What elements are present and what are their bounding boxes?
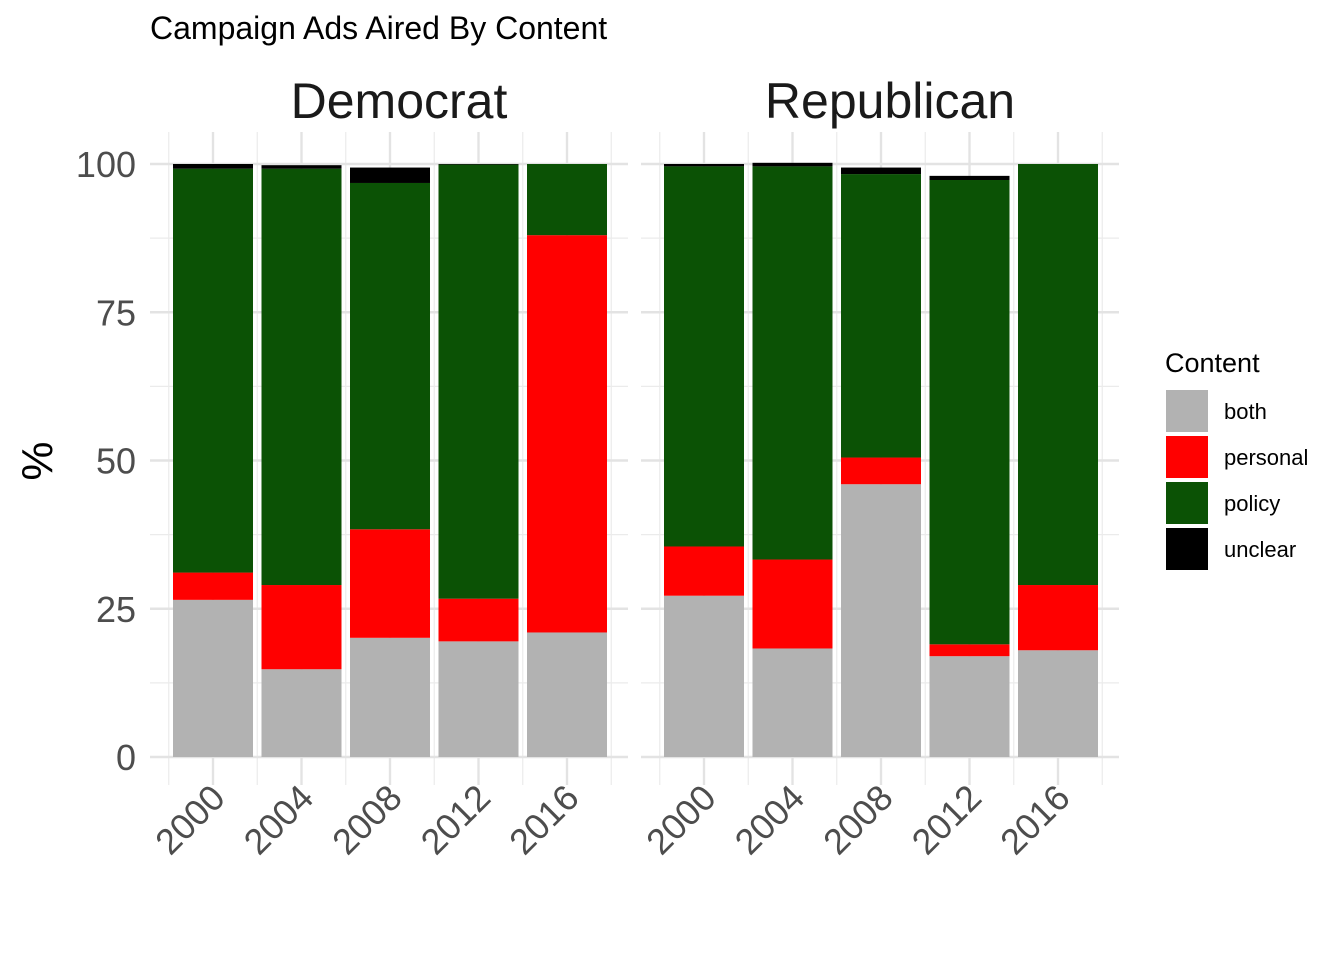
bar-segment-policy-2008 — [841, 174, 921, 458]
bar-segment-unclear-2000 — [664, 164, 744, 167]
bar-segment-personal-2004 — [261, 585, 342, 670]
bar-segment-personal-2012 — [929, 644, 1010, 657]
x-tick-label: 2016 — [992, 777, 1078, 863]
x-tick-label: 2016 — [501, 777, 587, 863]
bar-segment-policy-2012 — [929, 180, 1010, 645]
legend-swatch-unclear — [1166, 528, 1208, 570]
y-tick-label: 50 — [96, 441, 136, 482]
bar-segment-both-2016 — [1018, 650, 1098, 757]
facet-panel-republican: Republican 2000 2004 2008 2012 2016 — [638, 73, 1119, 862]
bar-segment-unclear-2000 — [173, 164, 253, 169]
facet-panel-democrat: Democrat 2000 2004 2008 2012 2016 0 25 50 75 100 — [76, 73, 628, 862]
legend-label-both: both — [1224, 399, 1267, 424]
bar-segment-both-2016 — [527, 632, 607, 757]
bar-segment-unclear-2012 — [438, 164, 519, 165]
bar-segment-both-2012 — [438, 641, 519, 757]
legend-title: Content — [1165, 348, 1260, 378]
bar-segment-personal-2012 — [438, 598, 519, 642]
bar-segment-both-2000 — [173, 599, 253, 757]
bar-segment-policy-2008 — [350, 182, 430, 530]
bar-segment-unclear-2008 — [350, 167, 430, 183]
bar-segment-personal-2004 — [752, 559, 833, 649]
x-tick-label: 2008 — [815, 777, 901, 863]
x-tick-label: 2004 — [727, 777, 813, 863]
bar-segment-both-2004 — [261, 669, 342, 757]
legend-swatch-policy — [1166, 482, 1208, 524]
bar-segment-unclear-2004 — [261, 165, 342, 169]
bar-segment-unclear-2008 — [841, 167, 921, 175]
x-tick-label: 2000 — [638, 777, 724, 863]
bar-segment-policy-2000 — [173, 168, 253, 573]
bar-segment-policy-2016 — [527, 164, 607, 236]
bar-segment-policy-2004 — [261, 168, 342, 586]
y-tick-label: 0 — [116, 737, 136, 778]
x-tick-label: 2000 — [147, 777, 233, 863]
y-tick-label: 100 — [76, 144, 136, 185]
y-axis-label: % — [13, 441, 62, 480]
facet-title: Republican — [765, 73, 1015, 129]
bar-segment-unclear-2004 — [752, 162, 833, 167]
bar-segment-policy-2016 — [1018, 164, 1098, 586]
bar-segment-policy-2000 — [664, 166, 744, 547]
bar-segment-both-2012 — [929, 656, 1010, 757]
bar-segment-both-2000 — [664, 595, 744, 757]
bar-segment-personal-2000 — [664, 546, 744, 596]
y-tick-label: 75 — [96, 292, 136, 333]
x-tick-label: 2004 — [236, 777, 322, 863]
x-tick-label: 2012 — [904, 777, 990, 863]
bar-segment-unclear-2012 — [929, 175, 1010, 181]
legend-swatch-both — [1166, 390, 1208, 432]
bar-segment-both-2008 — [350, 637, 430, 757]
facet-title: Democrat — [291, 73, 508, 129]
x-tick-label: 2012 — [413, 777, 499, 863]
bar-segment-both-2004 — [752, 648, 833, 757]
bar-segment-both-2008 — [841, 484, 921, 757]
chart-title: Campaign Ads Aired By Content — [150, 10, 607, 46]
y-tick-label: 25 — [96, 589, 136, 630]
legend-label-personal: personal — [1224, 445, 1308, 470]
x-tick-label: 2008 — [324, 777, 410, 863]
bar-segment-policy-2012 — [438, 164, 519, 599]
legend-label-unclear: unclear — [1224, 537, 1296, 562]
bar-segment-personal-2008 — [350, 529, 430, 638]
bar-segment-personal-2016 — [1018, 585, 1098, 651]
bar-segment-personal-2000 — [173, 572, 253, 600]
bar-segment-policy-2004 — [752, 166, 833, 560]
legend: Content both personal policy unclear — [1165, 348, 1308, 570]
legend-swatch-personal — [1166, 436, 1208, 478]
bar-segment-personal-2016 — [527, 235, 607, 633]
bar-segment-personal-2008 — [841, 457, 921, 485]
legend-label-policy: policy — [1224, 491, 1280, 516]
